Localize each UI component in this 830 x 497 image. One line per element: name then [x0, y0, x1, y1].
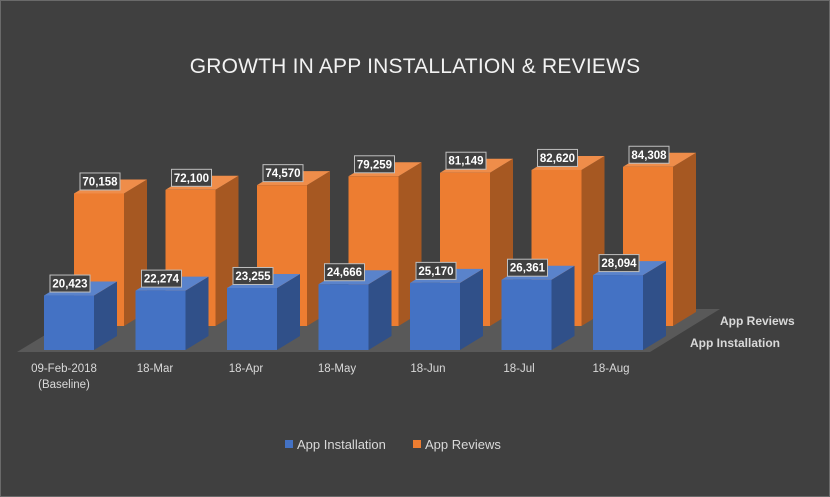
bar-side-face: [368, 270, 392, 350]
bar-front-face: [135, 290, 186, 350]
bar-side-face: [94, 281, 117, 350]
bar-app-installation: [135, 276, 209, 350]
data-label-text: 72,100: [174, 173, 209, 185]
data-label: 23,255: [232, 266, 274, 285]
data-label-text: 20,423: [52, 279, 87, 291]
category-sublabel: (Baseline): [38, 379, 90, 391]
data-label: 28,094: [598, 254, 640, 273]
bar-front-face: [410, 282, 460, 350]
data-label-text: 23,255: [235, 271, 271, 283]
chart-title: GROWTH IN APP INSTALLATION & REVIEWS: [190, 55, 641, 78]
data-label-box: [79, 172, 121, 191]
bar-front-face: [227, 287, 277, 350]
bar-side-face: [551, 265, 575, 350]
data-label: 24,666: [324, 263, 365, 282]
data-label-box: [262, 164, 304, 183]
data-label-box: [598, 254, 640, 273]
data-label-text: 24,666: [327, 267, 362, 279]
data-label: 25,170: [415, 261, 457, 280]
data-label-box: [628, 145, 670, 164]
category-axis: 09-Feb-2018 (Baseline) 18-Mar 18-Apr 18-…: [31, 363, 629, 391]
category-label: 18-Aug: [592, 363, 629, 375]
bar-front-face: [593, 275, 643, 350]
data-label: 84,308: [628, 145, 670, 164]
data-label: 82,620: [537, 148, 578, 167]
bar-app-installation: [227, 273, 300, 350]
depth-label-app-installation: App Installation: [690, 336, 780, 350]
data-label: 79,259: [354, 155, 395, 174]
category-label: 09-Feb-2018: [31, 363, 97, 375]
legend-swatch-app-reviews: [413, 440, 421, 448]
data-label-text: 84,308: [631, 150, 667, 162]
data-label-text: 22,274: [144, 274, 180, 286]
category-label: 18-Mar: [137, 363, 174, 375]
data-label-text: 70,158: [82, 176, 118, 188]
data-label-text: 82,620: [540, 153, 575, 165]
data-label: 70,158: [79, 172, 121, 191]
data-label: 26,361: [507, 258, 548, 277]
legend-label-app-installation: App Installation: [297, 437, 386, 452]
bar-front-face: [44, 295, 94, 350]
category-label: 18-May: [318, 363, 357, 375]
category-label: 18-Jul: [503, 363, 534, 375]
data-label-box: [49, 274, 91, 293]
data-label-box: [141, 269, 182, 288]
bar-side-face: [185, 276, 209, 350]
data-label-box: [445, 151, 487, 170]
data-label: 72,100: [171, 168, 212, 187]
legend-swatch-app-installation: [285, 440, 293, 448]
category-label: 18-Jun: [410, 363, 445, 375]
data-label: 22,274: [141, 269, 182, 288]
depth-label-app-reviews: App Reviews: [720, 314, 795, 328]
bar-app-installation: [410, 268, 483, 350]
data-label-box: [324, 263, 365, 282]
bar-front-face: [318, 284, 369, 350]
data-label-box: [354, 155, 395, 174]
bar-side-face: [643, 261, 666, 350]
data-label-box: [415, 261, 457, 280]
data-labels: 70,158 72,100 74,570 79,259 81,149 82,620 84,3…: [49, 145, 670, 293]
data-label: 81,149: [445, 151, 487, 170]
data-label: 20,423: [49, 274, 91, 293]
bar-app-installation: [501, 265, 575, 350]
data-label-text: 26,361: [510, 263, 546, 275]
data-label-text: 25,170: [418, 266, 453, 278]
data-label-text: 74,570: [265, 168, 300, 180]
bar-app-installation: [318, 270, 392, 350]
data-label-box: [537, 148, 578, 167]
data-label: 74,570: [262, 164, 304, 183]
data-label-text: 28,094: [601, 258, 637, 270]
legend-label-app-reviews: App Reviews: [425, 437, 501, 452]
bar-front-face: [501, 279, 552, 350]
data-label-box: [171, 168, 212, 187]
bar-app-installation: [593, 261, 666, 350]
bar-side-face: [460, 268, 483, 350]
data-label-text: 81,149: [448, 156, 483, 168]
bar-side-face: [277, 273, 300, 350]
data-label-box: [232, 266, 274, 285]
legend: App Installation App Reviews: [285, 437, 501, 452]
bar-side-face: [673, 152, 696, 326]
data-label-box: [507, 258, 548, 277]
category-label: 18-Apr: [229, 363, 264, 375]
data-label-text: 79,259: [357, 159, 392, 171]
